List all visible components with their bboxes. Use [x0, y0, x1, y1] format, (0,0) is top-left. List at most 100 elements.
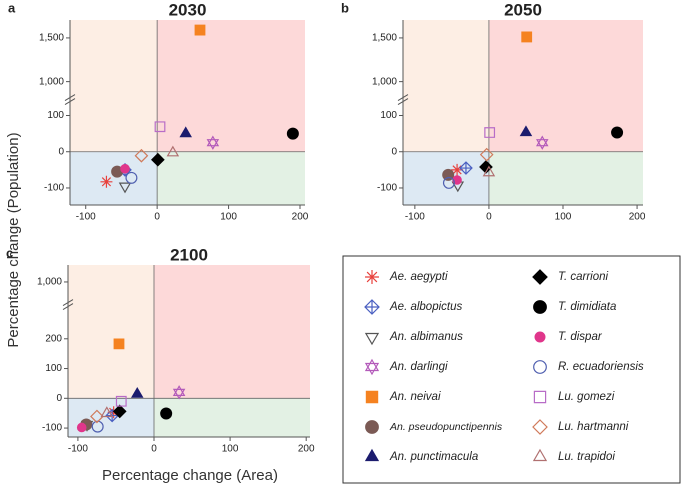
quadrant-bg: [68, 265, 154, 399]
x-tick-label: 0: [486, 212, 492, 223]
legend-label: Ae. albopictus: [389, 301, 462, 313]
point: Lu. gomezi: [115, 395, 127, 407]
point: An. darlingi: [172, 385, 186, 400]
legend-label: An. darlingi: [389, 361, 448, 373]
point: Lu. trapidoi: [166, 145, 180, 157]
point: Lu. gomezi: [484, 127, 496, 138]
x-tick-label: 200: [298, 444, 315, 455]
y-tick-label: -100: [377, 183, 397, 194]
x-tick-label: -100: [405, 212, 425, 223]
point: R. ecuadoriensis: [91, 420, 104, 433]
y-tick-label: 1,000: [39, 76, 64, 87]
legend-marker: [533, 300, 547, 314]
point: R. ecuadoriensis: [442, 176, 455, 189]
legend-marker: [364, 358, 380, 376]
legend-marker: [364, 332, 380, 346]
axis-break: [64, 94, 76, 105]
y-tick-label: -100: [44, 183, 64, 194]
legend-label: Ae. aegypti: [389, 271, 448, 283]
point: Ae. aegypti: [100, 175, 113, 188]
chart-title: 2050: [504, 0, 542, 19]
point: T. carrioni: [151, 152, 165, 167]
legend-label: R. ecuadoriensis: [558, 361, 644, 373]
x-axis-label: Percentage change (Area): [102, 467, 278, 484]
point: T. dimidiata: [611, 126, 624, 139]
legend-box: [342, 255, 681, 484]
y-tick-label: 1,000: [372, 76, 397, 87]
point: T. dispar: [76, 422, 87, 433]
legend-label: An. albimanus: [389, 331, 463, 343]
x-tick-label: 200: [292, 212, 309, 223]
legend-label: An. pseudopunctipennis: [389, 421, 503, 433]
x-tick-label: 100: [222, 444, 239, 455]
y-tick-label: 100: [45, 363, 62, 374]
legend-label: T. dispar: [558, 331, 603, 343]
point: Lu. hartmanni: [90, 409, 104, 424]
quadrant-bg: [70, 20, 158, 152]
panel-label: c: [6, 245, 13, 260]
y-axis-label: Percentage change (Population): [5, 132, 22, 347]
y-tick-label: 100: [47, 110, 64, 121]
legend-marker: [365, 420, 379, 434]
y-tick-label: 0: [58, 146, 64, 157]
x-tick-label: 200: [629, 212, 646, 223]
legend-marker: [364, 299, 380, 315]
x-tick-label: 100: [220, 212, 237, 223]
y-tick-label: 1,000: [37, 277, 62, 288]
quadrant-bg: [157, 20, 305, 152]
quadrant-bg: [403, 20, 489, 152]
point: An. darlingi: [535, 135, 549, 150]
panel-label: a: [8, 0, 16, 15]
point: An. punctimacula: [519, 125, 533, 137]
legend-label: Lu. trapidoi: [558, 451, 615, 463]
x-tick-label: -100: [68, 444, 88, 455]
point: Ae. aegypti: [451, 163, 464, 176]
point: R. ecuadoriensis: [125, 171, 138, 184]
point: T. dispar: [120, 163, 130, 174]
point: T. dimidiata: [286, 127, 299, 140]
legend-label: T. dimidiata: [558, 301, 616, 313]
point: Lu. hartmanni: [479, 147, 494, 162]
point: An. darlingi: [206, 135, 220, 150]
y-tick-label: 1,500: [372, 33, 397, 44]
legend-label: Lu. hartmanni: [558, 421, 629, 433]
legend-marker: [533, 360, 547, 374]
x-tick-label: -100: [76, 212, 96, 223]
point: Lu. hartmanni: [134, 148, 149, 163]
point: An. neivai: [194, 24, 206, 36]
legend-marker: [532, 448, 548, 462]
legend-marker: [365, 270, 379, 284]
chart-title: 2030: [169, 0, 207, 19]
quadrant-bg: [153, 265, 310, 399]
y-tick-label: 100: [380, 110, 397, 121]
point: An. neivai: [521, 31, 533, 43]
point: An. punctimacula: [179, 126, 192, 138]
x-tick-label: 0: [151, 444, 157, 455]
point: Ae. albopictus: [459, 161, 473, 175]
quadrant-bg: [153, 398, 310, 437]
quadrant-bg: [488, 151, 643, 205]
legend-marker: [533, 390, 547, 404]
y-tick-label: 1,500: [39, 33, 64, 44]
legend-marker: [365, 390, 379, 404]
point: An. punctimacula: [130, 386, 144, 398]
legend-marker: [532, 269, 548, 285]
panel-label: b: [341, 0, 349, 15]
point: Lu. trapidoi: [100, 406, 114, 418]
point: Lu. trapidoi: [482, 165, 496, 177]
point: Ae. aegypti: [107, 406, 120, 419]
y-tick-label: 200: [45, 333, 62, 344]
y-tick-label: 0: [56, 393, 62, 404]
quadrant-bg: [157, 151, 305, 205]
legend-label: T. carrioni: [558, 271, 609, 283]
legend-label: An. neivai: [389, 391, 441, 403]
y-tick-label: -100: [42, 423, 62, 434]
x-tick-label: 0: [154, 212, 160, 223]
legend-marker: [364, 448, 380, 462]
legend-marker: [532, 419, 548, 435]
legend-label: An. punctimacula: [389, 451, 478, 463]
axis-break: [397, 94, 409, 105]
point: Lu. gomezi: [154, 121, 166, 133]
point: T. carrioni: [112, 404, 127, 419]
